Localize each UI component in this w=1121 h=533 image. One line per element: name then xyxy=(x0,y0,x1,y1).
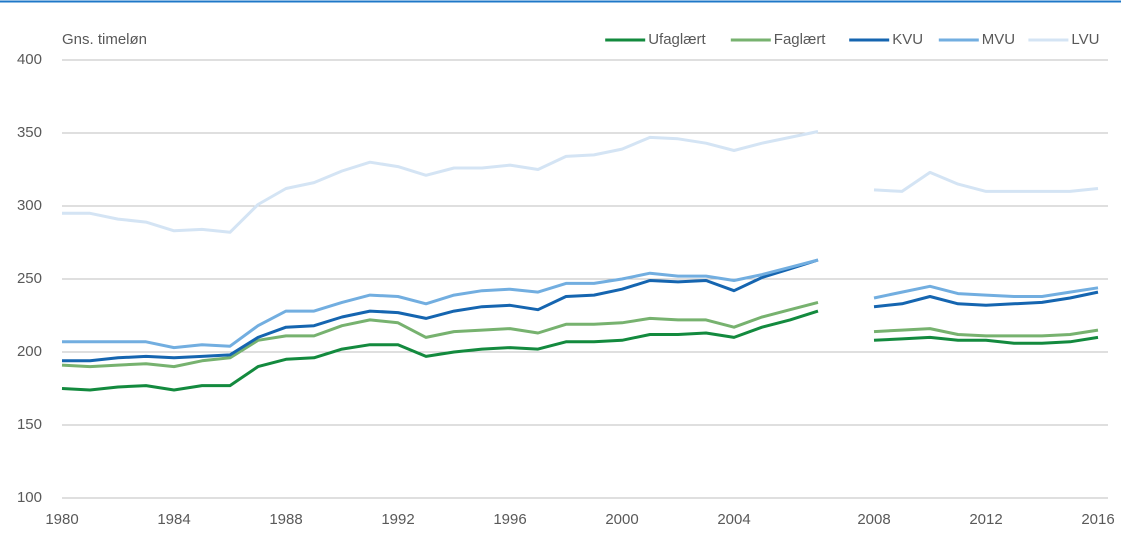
x-tick-label: 1984 xyxy=(157,511,190,528)
x-tick-label: 1996 xyxy=(493,511,526,528)
x-tick-label: 1980 xyxy=(45,511,78,528)
data-line xyxy=(61,309,1099,392)
x-tick-label: 2004 xyxy=(717,511,750,528)
x-tick-label: 1992 xyxy=(381,511,414,528)
y-tick-label: 100 xyxy=(17,489,42,506)
y-tick-label: 250 xyxy=(17,270,42,287)
legend-label: KVU xyxy=(892,31,923,48)
data-line xyxy=(62,258,1099,363)
y-tick-label: 150 xyxy=(17,416,42,433)
y-tick-label: 300 xyxy=(17,197,42,214)
x-tick-label: 2000 xyxy=(605,511,638,528)
data-line xyxy=(62,258,1099,350)
data-line xyxy=(61,300,1099,369)
x-tick-label: 2016 xyxy=(1081,511,1114,528)
legend-label: Ufaglært xyxy=(648,31,706,48)
x-tick-label: 1988 xyxy=(269,511,302,528)
legend-label: Faglært xyxy=(774,31,827,48)
y-tick-label: 200 xyxy=(17,343,42,360)
legend-label: LVU xyxy=(1071,31,1099,48)
y-tick-label: 350 xyxy=(17,124,42,141)
y-axis-label: Gns. timeløn xyxy=(62,31,147,48)
x-tick-label: 2012 xyxy=(969,511,1002,528)
x-tick-label: 2008 xyxy=(857,511,890,528)
data-line xyxy=(62,130,1099,234)
y-tick-label: 400 xyxy=(17,51,42,68)
legend-label: MVU xyxy=(982,31,1015,48)
